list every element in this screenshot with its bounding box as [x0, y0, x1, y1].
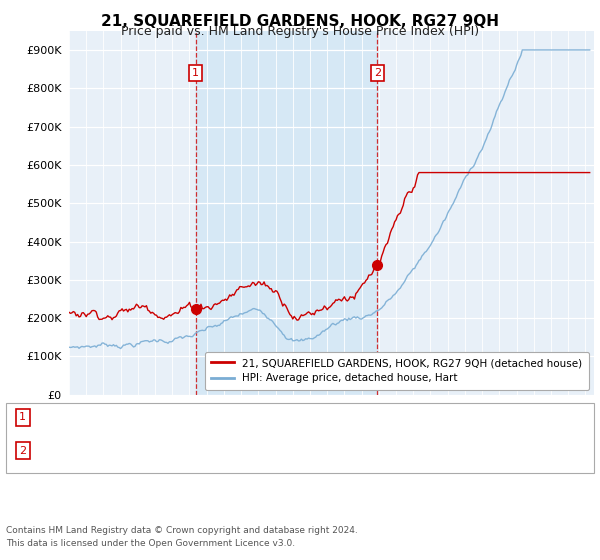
Text: £225,000: £225,000	[228, 410, 284, 424]
Text: 1: 1	[192, 68, 199, 78]
Legend: 21, SQUAREFIELD GARDENS, HOOK, RG27 9QH (detached house), HPI: Average price, de: 21, SQUAREFIELD GARDENS, HOOK, RG27 9QH …	[205, 352, 589, 390]
Text: This data is licensed under the Open Government Licence v3.0.: This data is licensed under the Open Gov…	[6, 539, 295, 548]
Text: 1: 1	[19, 412, 26, 422]
Text: 2: 2	[374, 68, 381, 78]
Text: 30-NOV-2012: 30-NOV-2012	[45, 444, 124, 458]
Text: Price paid vs. HM Land Registry's House Price Index (HPI): Price paid vs. HM Land Registry's House …	[121, 25, 479, 38]
Text: 2: 2	[19, 446, 26, 456]
Text: 26% ↓ HPI: 26% ↓ HPI	[348, 444, 410, 458]
Text: 21, SQUAREFIELD GARDENS, HOOK, RG27 9QH: 21, SQUAREFIELD GARDENS, HOOK, RG27 9QH	[101, 14, 499, 29]
Bar	[196, 31, 377, 395]
Text: 09-MAY-2002: 09-MAY-2002	[45, 410, 121, 424]
Text: 29% ↓ HPI: 29% ↓ HPI	[348, 410, 410, 424]
Text: £339,950: £339,950	[228, 444, 284, 458]
Text: Contains HM Land Registry data © Crown copyright and database right 2024.: Contains HM Land Registry data © Crown c…	[6, 526, 358, 535]
